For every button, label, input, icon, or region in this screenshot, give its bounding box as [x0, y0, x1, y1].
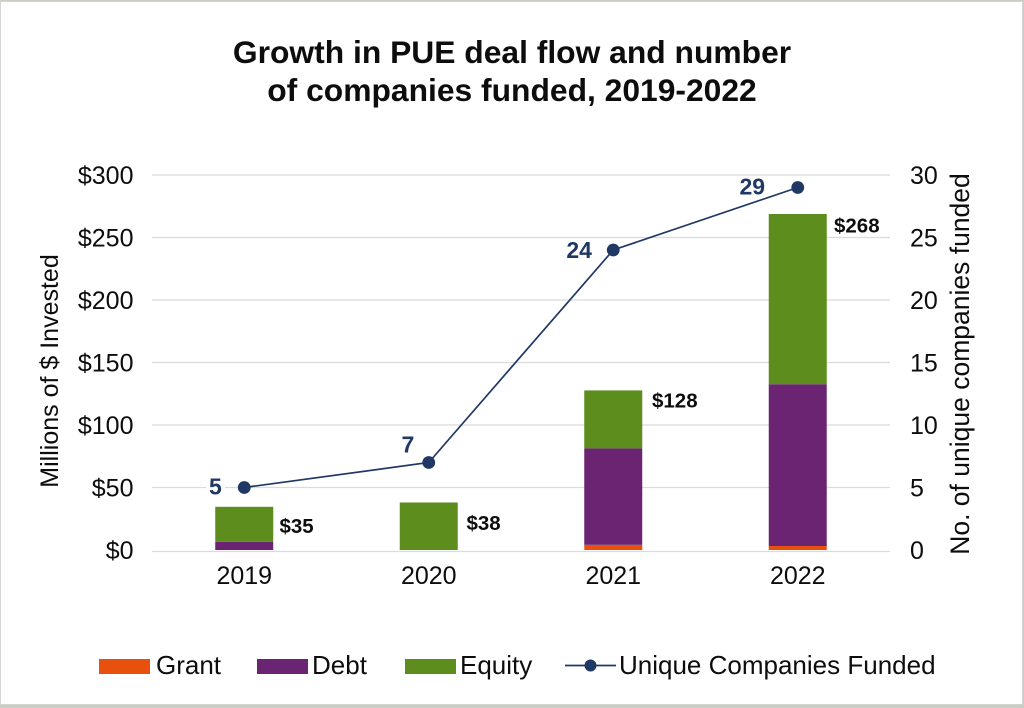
svg-text:2020: 2020: [401, 562, 457, 590]
svg-text:$128: $128: [652, 390, 698, 413]
svg-text:0: 0: [910, 537, 924, 565]
svg-text:30: 30: [910, 162, 938, 190]
svg-text:$250: $250: [78, 225, 134, 253]
svg-text:$0: $0: [106, 537, 134, 565]
svg-text:Growth in PUE deal flow and nu: Growth in PUE deal flow and number: [233, 34, 791, 70]
svg-text:$38: $38: [467, 512, 501, 535]
svg-text:2022: 2022: [770, 562, 826, 590]
svg-text:7: 7: [402, 432, 415, 458]
svg-text:$100: $100: [78, 412, 134, 440]
svg-text:5: 5: [209, 473, 222, 499]
svg-text:Millions of $ Invested: Millions of $ Invested: [36, 254, 64, 487]
svg-text:5: 5: [910, 475, 924, 503]
svg-text:$150: $150: [78, 350, 134, 378]
svg-text:10: 10: [910, 412, 938, 440]
svg-text:of companies funded, 2019-2022: of companies funded, 2019-2022: [267, 72, 756, 108]
svg-text:No. of unique companies funded: No. of unique companies funded: [945, 173, 975, 555]
svg-text:15: 15: [910, 350, 938, 378]
svg-text:25: 25: [910, 225, 938, 253]
svg-text:20: 20: [910, 287, 938, 315]
svg-text:Grant: Grant: [156, 650, 222, 680]
svg-text:Debt: Debt: [312, 650, 368, 680]
svg-text:$268: $268: [834, 214, 880, 237]
svg-text:Unique Companies Funded: Unique Companies Funded: [619, 650, 936, 680]
svg-text:Equity: Equity: [460, 650, 532, 680]
svg-text:2019: 2019: [216, 562, 272, 590]
svg-text:29: 29: [740, 174, 766, 200]
svg-text:$300: $300: [78, 162, 134, 190]
svg-text:$50: $50: [92, 475, 134, 503]
svg-text:$200: $200: [78, 287, 134, 315]
svg-text:2021: 2021: [585, 562, 641, 590]
svg-text:$35: $35: [280, 515, 314, 538]
svg-text:24: 24: [566, 237, 592, 263]
